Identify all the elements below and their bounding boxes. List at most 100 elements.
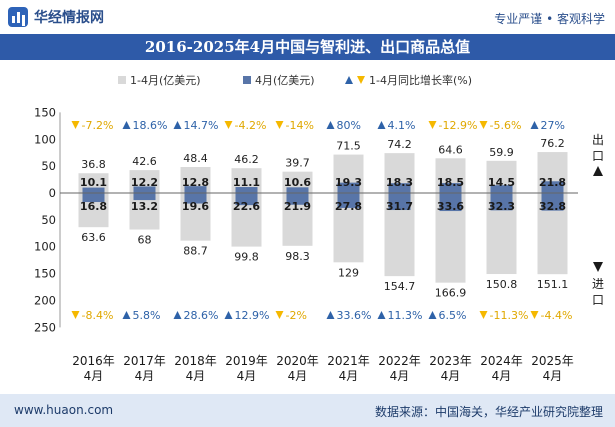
export-yoy-down-icon (479, 121, 488, 129)
export-month-bar (184, 186, 207, 193)
export-arrow-icon (593, 166, 603, 176)
import-yoy-label: 33.6% (337, 309, 372, 322)
export-month-bar (235, 187, 258, 193)
import-month-bar (286, 193, 309, 205)
export-yoy-label: -7.2% (82, 119, 114, 132)
export-yoy-up-icon (326, 121, 335, 129)
x-tick-label: 2021年 (327, 354, 370, 368)
import-yoy-label: 5.8% (133, 309, 161, 322)
data-source: 数据来源：中国海关，华经产业研究院整理 (374, 405, 603, 419)
website-link[interactable]: www.huaon.com (14, 403, 114, 417)
export-month-bar (337, 182, 360, 193)
import-yoy-label: 12.9% (235, 309, 270, 322)
import-month-bar (82, 193, 105, 203)
x-tick-label: 4月 (543, 369, 563, 383)
x-tick-label: 2020年 (276, 354, 319, 368)
import-month-bar (541, 193, 564, 211)
import-yoy-down-icon (530, 311, 539, 319)
legend-down-triangle (357, 76, 365, 84)
import-month-bar (439, 193, 462, 212)
export-month-label: 10.1 (80, 176, 107, 189)
import-month-bar (235, 193, 258, 206)
export-month-label: 10.6 (284, 176, 311, 189)
export-yoy-up-icon (173, 121, 182, 129)
x-tick-label: 4月 (84, 369, 104, 383)
export-yoy-down-icon (71, 121, 80, 129)
import-yoy-up-icon (428, 311, 437, 319)
export-yoy-down-icon (275, 121, 284, 129)
logo-icon (8, 7, 28, 27)
export-yoy-label: 27% (541, 119, 565, 132)
import-month-label: 16.8 (80, 200, 107, 213)
x-tick-label: 4月 (339, 369, 359, 383)
import-month-bar (388, 193, 411, 211)
import-yoy-label: -4.4% (541, 309, 573, 322)
brand-logo[interactable]: 华经情报网 (8, 7, 104, 27)
export-month-bar (133, 186, 156, 193)
x-tick-label: 4月 (237, 369, 257, 383)
import-ytd-label: 88.7 (183, 245, 208, 258)
export-yoy-label: -4.2% (235, 119, 267, 132)
export-month-bar (388, 183, 411, 193)
export-ytd-label: 74.2 (387, 138, 412, 151)
legend-label-2: 1-4月同比增长率(%) (369, 73, 472, 87)
export-month-bar (286, 187, 309, 193)
y-tick-label: 50 (41, 213, 56, 227)
import-yoy-up-icon (122, 311, 131, 319)
import-ytd-label: 63.6 (81, 231, 106, 244)
import-yoy-up-icon (377, 311, 386, 319)
import-month-bar (337, 193, 360, 208)
export-yoy-up-icon (122, 121, 131, 129)
export-yoy-up-icon (377, 121, 386, 129)
export-yoy-label: 18.6% (133, 119, 168, 132)
x-tick-label: 2019年 (225, 354, 268, 368)
import-yoy-up-icon (224, 311, 233, 319)
export-ytd-label: 64.6 (438, 143, 463, 156)
import-month-bar (184, 193, 207, 204)
y-tick-label: 250 (34, 320, 56, 334)
import-month-label: 32.3 (488, 200, 515, 213)
import-month-bar (133, 193, 156, 201)
x-tick-label: 2018年 (174, 354, 217, 368)
import-yoy-label: 6.5% (439, 309, 467, 322)
export-month-bar (541, 181, 564, 193)
import-ytd-label: 99.8 (234, 251, 259, 264)
export-ytd-label: 36.8 (81, 158, 106, 171)
import-ytd-label: 151.1 (537, 278, 569, 291)
export-yoy-up-icon (530, 121, 539, 129)
import-yoy-label: -8.4% (82, 309, 114, 322)
import-arrow-icon (593, 262, 603, 272)
export-ytd-label: 42.6 (132, 155, 157, 168)
export-month-label: 12.2 (131, 176, 158, 189)
chart-title: 2016-2025年4月中国与智利进、出口商品总值 (0, 34, 615, 60)
x-tick-label: 4月 (492, 369, 512, 383)
import-ytd-label: 68 (138, 234, 152, 247)
import-yoy-label: -2% (286, 309, 307, 322)
import-yoy-up-icon (326, 311, 335, 319)
import-yoy-label: 11.3% (388, 309, 423, 322)
import-ytd-label: 98.3 (285, 250, 310, 263)
tagline: 专业严谨 • 客观科学 (494, 12, 605, 26)
import-yoy-down-icon (71, 311, 80, 319)
legend-up-triangle (345, 76, 353, 84)
x-tick-label: 2016年 (72, 354, 115, 368)
import-month-label: 19.6 (182, 200, 209, 213)
import-month-label: 32.8 (539, 200, 566, 213)
import-ytd-label: 154.7 (384, 280, 416, 293)
import-side-label-1: 进 (592, 277, 604, 291)
export-month-bar (82, 187, 105, 193)
export-ytd-label: 76.2 (540, 137, 565, 150)
y-tick-label: 100 (34, 132, 56, 146)
x-tick-label: 2023年 (429, 354, 472, 368)
x-tick-label: 2017年 (123, 354, 166, 368)
chart: 1-4月(亿美元) 4月(亿美元) 1-4月同比增长率(%) 150 100 50 0 50 1… (34, 73, 604, 383)
export-side-label-1: 出 (592, 133, 604, 147)
export-yoy-label: -14% (286, 119, 314, 132)
x-tick-label: 4月 (288, 369, 308, 383)
import-month-label: 22.6 (233, 200, 260, 213)
x-tick-label: 4月 (390, 369, 410, 383)
import-ytd-label: 150.8 (486, 278, 518, 291)
export-ytd-label: 46.2 (234, 153, 259, 166)
y-tick-label: 50 (41, 159, 56, 173)
legend-label-0: 1-4月(亿美元) (130, 74, 201, 87)
